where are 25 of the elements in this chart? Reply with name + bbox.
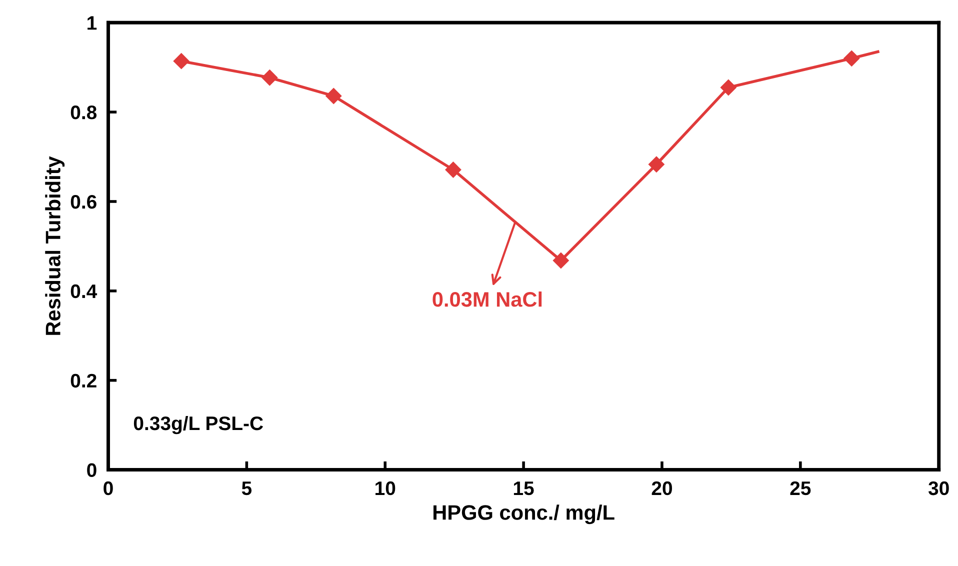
point — [325, 88, 342, 104]
x-axis-title: HPGG conc./ mg/L — [434, 504, 614, 524]
annotation: 0.33g/L PSL-C — [134, 416, 264, 434]
annotation: 0.03M NaCl — [432, 292, 542, 307]
point — [261, 69, 278, 86]
point — [552, 252, 570, 269]
y-tick-label: 0 — [87, 463, 96, 478]
point — [843, 50, 860, 67]
x-tick-label: 25 — [790, 481, 811, 496]
x-tick-label: 30 — [928, 481, 949, 496]
x-tick-label: 10 — [376, 481, 396, 496]
point — [720, 79, 737, 96]
y-tick-label: 0.4 — [70, 284, 98, 298]
point — [445, 162, 462, 178]
point — [648, 156, 665, 173]
y-tick-label: 0.2 — [70, 374, 96, 388]
y-tick-label: 0.6 — [70, 194, 96, 209]
y-tick-label: 1 — [88, 16, 97, 30]
point — [173, 52, 190, 70]
y-axis-title: Residual Turbidity — [45, 156, 65, 335]
x-tick-label: 20 — [652, 481, 672, 496]
y-tick-label: 0.8 — [70, 106, 97, 120]
x-tick-label: 15 — [514, 482, 534, 496]
x-tick-label: 5 — [242, 482, 252, 496]
x-tick-label: 0 — [104, 481, 113, 496]
